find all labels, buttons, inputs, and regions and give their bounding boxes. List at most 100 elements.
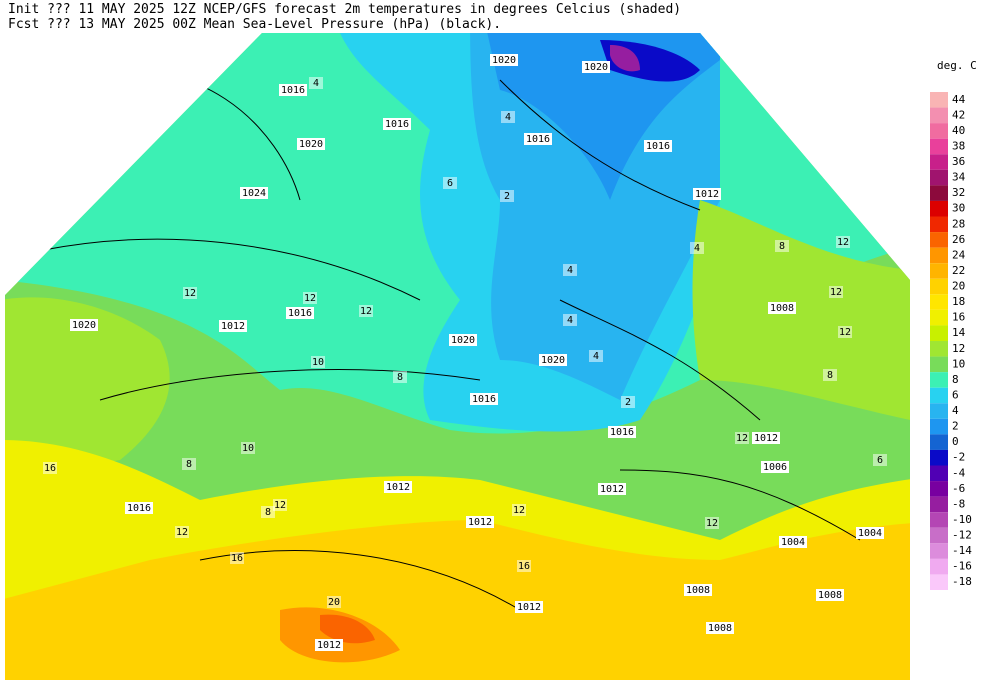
legend-label: 2 bbox=[952, 420, 959, 433]
isobar-label: 1012 bbox=[754, 433, 778, 444]
isobar-label: 1008 bbox=[818, 590, 842, 601]
isobar-label-box bbox=[384, 481, 412, 493]
legend-swatch bbox=[930, 232, 948, 248]
temperature-label-box bbox=[512, 504, 526, 516]
temperature-label-box bbox=[838, 326, 852, 338]
legend-swatch bbox=[930, 341, 948, 357]
legend-label: 22 bbox=[952, 264, 965, 277]
temperature-label: 12 bbox=[736, 433, 748, 444]
legend-label: 32 bbox=[952, 186, 965, 199]
legend-label: 36 bbox=[952, 155, 965, 168]
temperature-label: 8 bbox=[779, 241, 785, 252]
isobar-label: 1012 bbox=[317, 640, 341, 651]
isobar-label: 1020 bbox=[584, 62, 608, 73]
legend-swatch bbox=[930, 543, 948, 559]
temperature-label: 4 bbox=[694, 243, 700, 254]
temperature-label: 4 bbox=[593, 351, 599, 362]
legend-label: 42 bbox=[952, 108, 965, 121]
legend-swatch bbox=[930, 325, 948, 341]
temperature-label-box bbox=[690, 242, 704, 254]
legend-label: 44 bbox=[952, 93, 966, 106]
temperature-label: 6 bbox=[447, 178, 453, 189]
isobar-label: 1012 bbox=[600, 484, 624, 495]
legend-label: -10 bbox=[952, 513, 972, 526]
legend-swatch bbox=[930, 356, 948, 373]
isobar-label: 1016 bbox=[127, 503, 151, 514]
isobar-label: 1016 bbox=[385, 119, 409, 130]
legend-swatch bbox=[930, 574, 948, 590]
legend-label: 12 bbox=[952, 342, 965, 355]
temperature-label-box bbox=[230, 552, 244, 564]
legend-label: 28 bbox=[952, 217, 965, 230]
isobar-label: 1020 bbox=[492, 55, 516, 66]
isobar-label-box bbox=[644, 140, 672, 152]
temperature-label: 2 bbox=[625, 397, 631, 408]
isobar-label: 1008 bbox=[686, 585, 710, 596]
temperature-label: 8 bbox=[397, 372, 403, 383]
temperature-label-box bbox=[393, 371, 407, 383]
legend-swatch bbox=[930, 449, 948, 466]
temperature-label-box bbox=[563, 314, 577, 326]
temperature-label: 12 bbox=[304, 293, 316, 304]
temperature-label: 12 bbox=[839, 327, 851, 338]
temperature-label-box bbox=[183, 287, 197, 299]
legend-swatch bbox=[930, 465, 948, 482]
legend-swatch bbox=[930, 434, 948, 450]
temperature-label: 12 bbox=[837, 237, 849, 248]
isobar-label: 1016 bbox=[281, 85, 305, 96]
header-line: Init ??? 11 MAY 2025 12Z NCEP/GFS foreca… bbox=[8, 2, 681, 17]
isobar-label: 1020 bbox=[299, 139, 323, 150]
temperature-label: 12 bbox=[184, 288, 196, 299]
isobar-label: 1008 bbox=[708, 623, 732, 634]
temperature-label-box bbox=[359, 305, 373, 317]
legend-label: -12 bbox=[952, 529, 972, 542]
isobar-label: 1004 bbox=[858, 528, 882, 539]
legend-label: 30 bbox=[952, 202, 965, 215]
temperature-label-box bbox=[621, 396, 635, 408]
legend-label: 20 bbox=[952, 280, 965, 293]
temperature-label-box bbox=[775, 240, 789, 252]
isobar-label: 1016 bbox=[610, 427, 634, 438]
legend-swatch bbox=[930, 512, 948, 528]
legend-label: 40 bbox=[952, 124, 965, 137]
temperature-label-box bbox=[873, 454, 887, 466]
legend-label: 14 bbox=[952, 326, 966, 339]
legend-label: -18 bbox=[952, 575, 972, 588]
temperature-label-box bbox=[311, 356, 325, 368]
legend-label: -14 bbox=[952, 544, 972, 557]
legend-swatch bbox=[930, 263, 948, 279]
temperature-label-box bbox=[241, 442, 255, 454]
legend-swatch bbox=[930, 107, 948, 124]
isobar-label: 1020 bbox=[541, 355, 565, 366]
isobar-label: 1006 bbox=[763, 462, 787, 473]
legend-swatch bbox=[930, 309, 948, 326]
legend-swatch bbox=[930, 372, 948, 388]
isobar-label-box bbox=[761, 461, 789, 473]
temperature-label: 2 bbox=[504, 191, 510, 202]
temperature-label: 10 bbox=[312, 357, 324, 368]
isobar-label-box bbox=[598, 483, 626, 495]
temperature-label-box bbox=[182, 458, 196, 470]
temperature-label-box bbox=[563, 264, 577, 276]
isobar-label: 1020 bbox=[72, 320, 96, 331]
isobar-label: 1004 bbox=[781, 537, 805, 548]
isobar-label-box bbox=[582, 61, 610, 73]
legend-label: -6 bbox=[952, 482, 965, 495]
legend-label: 16 bbox=[952, 311, 965, 324]
legend-swatch bbox=[930, 527, 948, 544]
isobar-label-box bbox=[684, 584, 712, 596]
isobar-label-box bbox=[125, 502, 153, 514]
legend-swatch bbox=[930, 387, 948, 404]
temperature-label-box bbox=[43, 462, 57, 474]
legend-swatch bbox=[930, 92, 948, 108]
temperature-label: 16 bbox=[44, 463, 56, 474]
isobar-label-box bbox=[383, 118, 411, 130]
isobar-label: 1008 bbox=[770, 303, 794, 314]
legend-swatch bbox=[930, 294, 948, 310]
legend-swatch bbox=[930, 558, 948, 575]
isobar-label: 1016 bbox=[288, 308, 312, 319]
isobar-label-box bbox=[515, 601, 543, 613]
temperature-label-box bbox=[589, 350, 603, 362]
legend-swatch bbox=[930, 138, 948, 155]
